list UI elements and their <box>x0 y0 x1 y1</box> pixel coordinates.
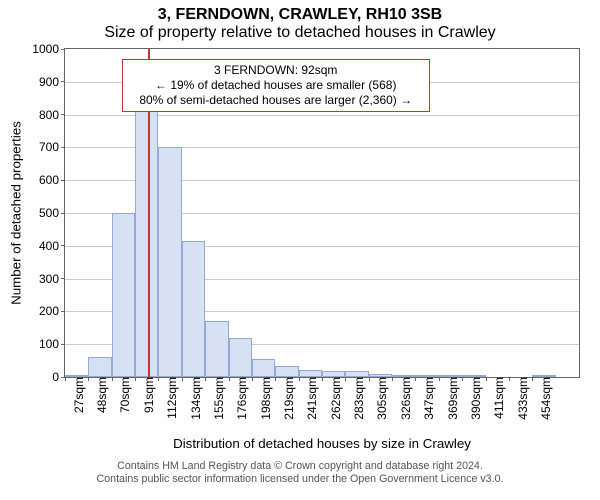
xtick-mark <box>275 377 276 381</box>
xtick-mark <box>462 377 463 381</box>
ytick-label: 0 <box>52 370 65 384</box>
xtick-mark <box>182 377 183 381</box>
xtick-label: 433sqm <box>512 377 530 420</box>
annotation-line: 80% of semi-detached houses are larger (… <box>129 93 423 108</box>
ytick-label: 100 <box>39 337 65 351</box>
page-title: 3, FERNDOWN, CRAWLEY, RH10 3SB <box>0 6 600 24</box>
copyright-line: Contains HM Land Registry data © Crown c… <box>0 460 600 473</box>
xtick-mark <box>392 377 393 381</box>
xtick-mark <box>439 377 440 381</box>
xtick-mark <box>322 377 323 381</box>
xtick-label: 219sqm <box>278 377 296 420</box>
plot-area: 0100200300400500600700800900100027sqm48s… <box>64 48 580 378</box>
xtick-mark <box>532 377 533 381</box>
histogram-bar <box>299 370 322 377</box>
copyright-line: Contains public sector information licen… <box>0 473 600 486</box>
xtick-mark <box>158 377 159 381</box>
ytick-label: 200 <box>39 304 65 318</box>
y-axis-label: Number of detached properties <box>9 121 24 305</box>
ytick-label: 1000 <box>32 42 65 56</box>
histogram-bar <box>229 338 252 377</box>
xtick-label: 411sqm <box>488 377 506 419</box>
histogram-bar <box>158 147 181 377</box>
xtick-label: 70sqm <box>114 377 132 413</box>
xtick-label: 241sqm <box>301 377 319 420</box>
xtick-label: 48sqm <box>91 377 109 413</box>
histogram-bar <box>88 357 111 377</box>
histogram-bar <box>275 366 298 377</box>
ytick-label: 300 <box>39 272 65 286</box>
ytick-label: 700 <box>39 140 65 154</box>
histogram-bar <box>252 359 275 377</box>
xtick-label: 283sqm <box>348 377 366 420</box>
xtick-label: 198sqm <box>255 377 273 420</box>
ytick-label: 500 <box>39 206 65 220</box>
xtick-label: 155sqm <box>208 377 226 420</box>
xtick-label: 134sqm <box>185 377 203 420</box>
copyright-notice: Contains HM Land Registry data © Crown c… <box>0 460 600 486</box>
xtick-mark <box>205 377 206 381</box>
annotation-box: 3 FERNDOWN: 92sqm ← 19% of detached hous… <box>122 59 430 112</box>
xtick-mark <box>88 377 89 381</box>
histogram-bar <box>135 108 158 377</box>
xtick-mark <box>509 377 510 381</box>
xtick-mark <box>299 377 300 381</box>
xtick-label: 390sqm <box>465 377 483 420</box>
xtick-label: 176sqm <box>231 377 249 420</box>
xtick-mark <box>229 377 230 381</box>
xtick-label: 112sqm <box>161 377 179 419</box>
ytick-label: 400 <box>39 239 65 253</box>
xtick-label: 262sqm <box>325 377 343 420</box>
annotation-line: 3 FERNDOWN: 92sqm <box>129 63 423 78</box>
ytick-label: 800 <box>39 108 65 122</box>
chart-container: 3, FERNDOWN, CRAWLEY, RH10 3SB Size of p… <box>0 0 600 500</box>
histogram-bar <box>205 321 228 377</box>
xtick-mark <box>415 377 416 381</box>
histogram-bar <box>112 213 135 377</box>
xtick-mark <box>65 377 66 381</box>
xtick-mark <box>486 377 487 381</box>
ytick-label: 600 <box>39 173 65 187</box>
xtick-mark <box>369 377 370 381</box>
xtick-label: 454sqm <box>535 377 553 420</box>
histogram-bar <box>182 241 205 377</box>
xtick-mark <box>112 377 113 381</box>
xtick-label: 347sqm <box>418 377 436 420</box>
annotation-line: ← 19% of detached houses are smaller (56… <box>129 78 423 93</box>
page-subtitle: Size of property relative to detached ho… <box>0 24 600 42</box>
xtick-label: 326sqm <box>395 377 413 420</box>
xtick-mark <box>345 377 346 381</box>
xtick-label: 27sqm <box>68 377 86 413</box>
xtick-mark <box>252 377 253 381</box>
xtick-mark <box>135 377 136 381</box>
xtick-label: 369sqm <box>442 377 460 420</box>
ytick-label: 900 <box>39 75 65 89</box>
xtick-label: 305sqm <box>371 377 389 420</box>
xtick-label: 91sqm <box>138 377 156 413</box>
x-axis-label: Distribution of detached houses by size … <box>173 436 471 451</box>
